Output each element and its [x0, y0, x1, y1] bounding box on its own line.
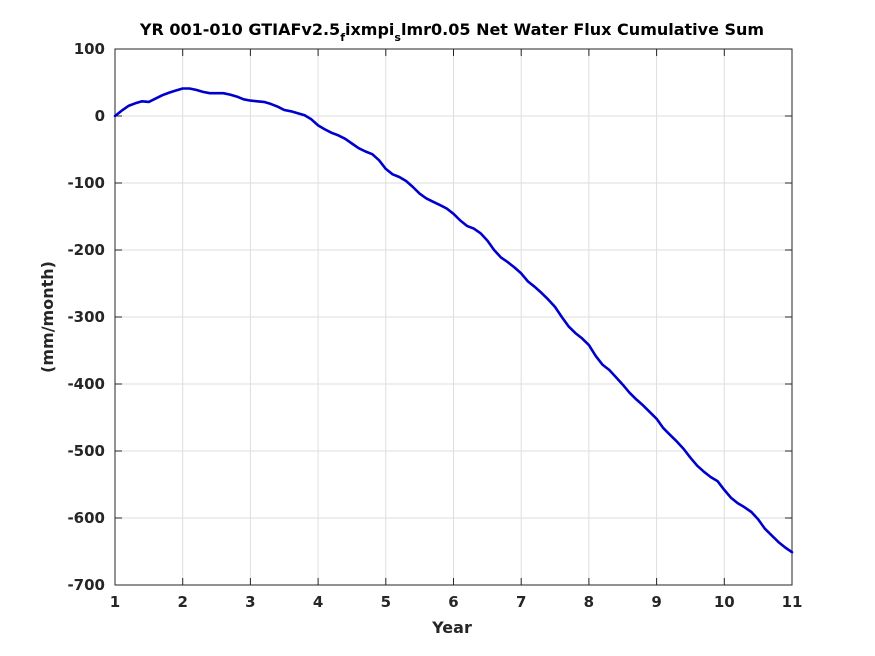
y-tick-label: -500: [67, 442, 105, 460]
y-tick-label: 0: [95, 107, 105, 125]
x-tick-label: 5: [381, 593, 391, 611]
y-tick-label: -100: [67, 174, 105, 192]
x-tick-label: 2: [177, 593, 187, 611]
y-tick-label: -700: [67, 576, 105, 594]
series-line: [113, 87, 794, 554]
x-tick-label: 10: [714, 593, 735, 611]
x-tick-label: 11: [782, 593, 803, 611]
y-tick-label: -600: [67, 509, 105, 527]
x-tick-label: 8: [584, 593, 594, 611]
y-tick-label: -400: [67, 375, 105, 393]
x-tick-label: 1: [110, 593, 120, 611]
y-tick-label: -300: [67, 308, 105, 326]
title-part-3: lmr0.05 Net Water Flux Cumulative Sum: [401, 20, 764, 39]
title-part-2: ixmpi: [345, 20, 394, 39]
y-tick-label: 100: [74, 40, 105, 58]
y-axis-label: (mm/month): [38, 261, 57, 373]
title-subscript-1: f: [340, 31, 345, 44]
x-tick-label: 3: [245, 593, 255, 611]
chart-title: YR 001-010 GTIAFv2.5fixmpislmr0.05 Net W…: [139, 20, 764, 44]
title-subscript-2: s: [394, 31, 401, 44]
title-part-1: YR 001-010 GTIAFv2.5: [139, 20, 340, 39]
x-tick-label: 7: [516, 593, 526, 611]
x-tick-label: 4: [313, 593, 323, 611]
axis-ticks: 1 2 3 4 5 6 7 8 9 10 11 100 0 -100 -200 -300 -400 -500 -60…: [67, 40, 802, 611]
x-tick-label: 9: [651, 593, 661, 611]
y-tick-label: -200: [67, 241, 105, 259]
grid: [115, 49, 792, 585]
x-axis-label: Year: [431, 618, 472, 637]
x-tick-label: 6: [448, 593, 458, 611]
